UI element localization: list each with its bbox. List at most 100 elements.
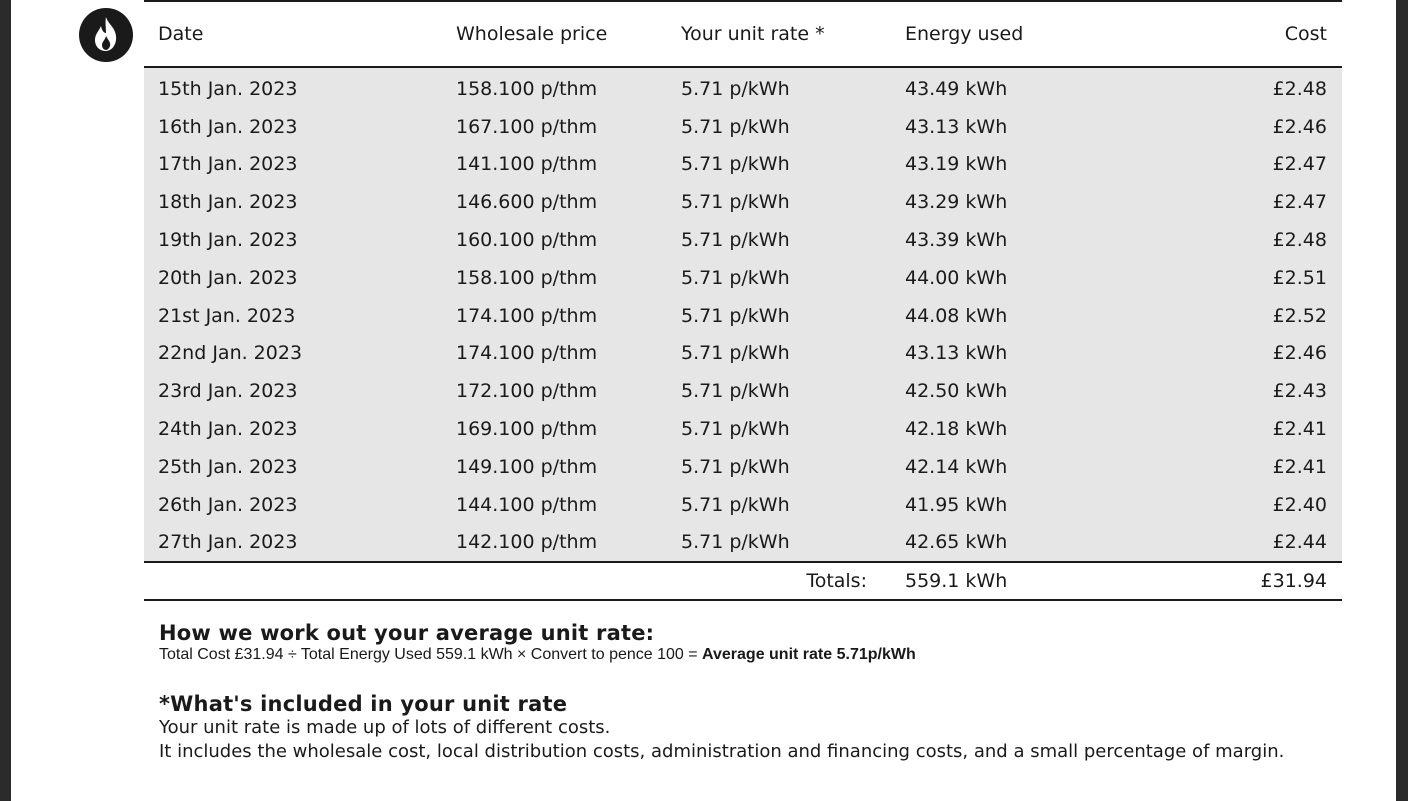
cell-wholesale-price: 142.100 p/thm [456, 531, 598, 554]
formula-result: Average unit rate 5.71p/kWh [702, 646, 916, 663]
cell-date: 27th Jan. 2023 [158, 531, 298, 554]
cell-cost: £2.48 [1272, 77, 1327, 100]
totals-row: Totals: 559.1 kWh £31.94 [144, 562, 1342, 601]
cell-wholesale-price: 141.100 p/thm [456, 153, 598, 176]
cell-energy-used: 42.14 kWh [905, 455, 1008, 478]
cell-wholesale-price: 144.100 p/thm [456, 493, 598, 516]
cell-unit-rate: 5.71 p/kWh [681, 191, 790, 214]
cell-unit-rate: 5.71 p/kWh [681, 455, 790, 478]
cell-wholesale-price: 174.100 p/thm [456, 342, 598, 365]
cell-wholesale-price: 146.600 p/thm [456, 191, 598, 214]
unit-rate-info-heading: *What's included in your unit rate [159, 692, 568, 716]
cell-wholesale-price: 160.100 p/thm [456, 229, 598, 252]
cell-cost: £2.51 [1272, 266, 1327, 289]
cell-date: 20th Jan. 2023 [158, 266, 298, 289]
average-rate-heading: How we work out your average unit rate: [159, 621, 655, 645]
cell-date: 17th Jan. 2023 [158, 153, 298, 176]
table-row: 15th Jan. 2023 158.100 p/thm 5.71 p/kWh 43.… [144, 67, 1342, 108]
cell-cost: £2.41 [1272, 455, 1327, 478]
cell-energy-used: 43.49 kWh [905, 77, 1008, 100]
table-row: 16th Jan. 2023 167.100 p/thm 5.71 p/kWh 43.… [144, 107, 1342, 146]
cell-unit-rate: 5.71 p/kWh [681, 266, 790, 289]
bill-page: Date Wholesale price Your unit rate * En… [11, 0, 1396, 801]
table-row: 20th Jan. 2023 158.100 p/thm 5.71 p/kWh 44.… [144, 258, 1342, 297]
cell-unit-rate: 5.71 p/kWh [681, 115, 790, 138]
table-row: 25th Jan. 2023 149.100 p/thm 5.71 p/kWh 42.… [144, 447, 1342, 486]
unit-rate-info-line-1: Your unit rate is made up of lots of dif… [159, 717, 611, 738]
cell-cost: £2.44 [1272, 531, 1327, 554]
col-header-energy-used: Energy used [905, 23, 1024, 45]
totals-cost: £31.94 [1260, 570, 1327, 593]
table-header-row: Date Wholesale price Your unit rate * En… [144, 2, 1342, 67]
cell-unit-rate: 5.71 p/kWh [681, 380, 790, 403]
cell-cost: £2.46 [1272, 115, 1327, 138]
cell-energy-used: 44.08 kWh [905, 304, 1008, 327]
formula-text: Total Cost £31.94 ÷ Total Energy Used 55… [159, 646, 703, 663]
cell-wholesale-price: 158.100 p/thm [456, 77, 598, 100]
cell-date: 16th Jan. 2023 [158, 115, 298, 138]
cell-date: 25th Jan. 2023 [158, 455, 298, 478]
cell-unit-rate: 5.71 p/kWh [681, 342, 790, 365]
usage-table-wrap: Date Wholesale price Your unit rate * En… [144, 0, 1342, 601]
table-row: 24th Jan. 2023 169.100 p/thm 5.71 p/kWh 42.… [144, 410, 1342, 448]
cell-energy-used: 42.50 kWh [905, 380, 1008, 403]
table-top-rule [144, 0, 1342, 2]
cell-unit-rate: 5.71 p/kWh [681, 304, 790, 327]
cell-date: 23rd Jan. 2023 [158, 380, 298, 403]
cell-unit-rate: 5.71 p/kWh [681, 229, 790, 252]
cell-energy-used: 43.13 kWh [905, 342, 1008, 365]
table-row: 17th Jan. 2023 141.100 p/thm 5.71 p/kWh 43.… [144, 145, 1342, 184]
cell-unit-rate: 5.71 p/kWh [681, 153, 790, 176]
cell-cost: £2.48 [1272, 229, 1327, 252]
cell-date: 15th Jan. 2023 [158, 77, 298, 100]
flame-icon [79, 8, 133, 62]
cell-wholesale-price: 172.100 p/thm [456, 380, 598, 403]
cell-cost: £2.47 [1272, 153, 1327, 176]
cell-energy-used: 44.00 kWh [905, 266, 1008, 289]
cell-cost: £2.52 [1272, 304, 1327, 327]
cell-wholesale-price: 149.100 p/thm [456, 455, 598, 478]
table-row: 22nd Jan. 2023 174.100 p/thm 5.71 p/kWh 43.… [144, 334, 1342, 373]
cell-cost: £2.40 [1272, 493, 1327, 516]
table-row: 23rd Jan. 2023 172.100 p/thm 5.71 p/kWh 42.… [144, 372, 1342, 411]
col-header-cost: Cost [1284, 23, 1327, 45]
table-row: 26th Jan. 2023 144.100 p/thm 5.71 p/kWh 41.… [144, 485, 1342, 524]
usage-table: Date Wholesale price Your unit rate * En… [144, 2, 1342, 601]
table-row: 21st Jan. 2023 174.100 p/thm 5.71 p/kWh 44.… [144, 296, 1342, 335]
cell-cost: £2.41 [1272, 418, 1327, 441]
cell-energy-used: 42.65 kWh [905, 531, 1008, 554]
table-row: 27th Jan. 2023 142.100 p/thm 5.71 p/kWh 42.… [144, 523, 1342, 563]
cell-date: 21st Jan. 2023 [158, 304, 296, 327]
cell-energy-used: 43.29 kWh [905, 191, 1008, 214]
totals-energy: 559.1 kWh [905, 570, 1008, 593]
cell-date: 18th Jan. 2023 [158, 191, 298, 214]
cell-wholesale-price: 167.100 p/thm [456, 115, 598, 138]
cell-cost: £2.46 [1272, 342, 1327, 365]
cell-unit-rate: 5.71 p/kWh [681, 77, 790, 100]
cell-date: 26th Jan. 2023 [158, 493, 298, 516]
cell-date: 22nd Jan. 2023 [158, 342, 303, 365]
unit-rate-info-section: *What's included in your unit rate Your … [159, 692, 1359, 764]
totals-label: Totals: [806, 570, 867, 593]
cell-wholesale-price: 169.100 p/thm [456, 418, 598, 441]
cell-energy-used: 43.39 kWh [905, 229, 1008, 252]
col-header-unit-rate: Your unit rate * [681, 23, 825, 45]
col-header-date: Date [158, 23, 204, 45]
cell-energy-used: 43.19 kWh [905, 153, 1008, 176]
table-row: 18th Jan. 2023 146.600 p/thm 5.71 p/kWh 43.… [144, 183, 1342, 222]
average-rate-section: How we work out your average unit rate: … [159, 621, 1359, 664]
cell-unit-rate: 5.71 p/kWh [681, 531, 790, 554]
col-header-wholesale-price: Wholesale price [456, 23, 608, 45]
cell-unit-rate: 5.71 p/kWh [681, 493, 790, 516]
cell-energy-used: 43.13 kWh [905, 115, 1008, 138]
cell-cost: £2.43 [1272, 380, 1327, 403]
average-rate-formula: Total Cost £31.94 ÷ Total Energy Used 55… [159, 646, 1359, 664]
cell-unit-rate: 5.71 p/kWh [681, 418, 790, 441]
table-row: 19th Jan. 2023 160.100 p/thm 5.71 p/kWh 43.… [144, 221, 1342, 259]
cell-wholesale-price: 158.100 p/thm [456, 266, 598, 289]
cell-wholesale-price: 174.100 p/thm [456, 304, 598, 327]
cell-date: 24th Jan. 2023 [158, 418, 298, 441]
cell-cost: £2.47 [1272, 191, 1327, 214]
cell-date: 19th Jan. 2023 [158, 229, 298, 252]
cell-energy-used: 41.95 kWh [905, 493, 1008, 516]
